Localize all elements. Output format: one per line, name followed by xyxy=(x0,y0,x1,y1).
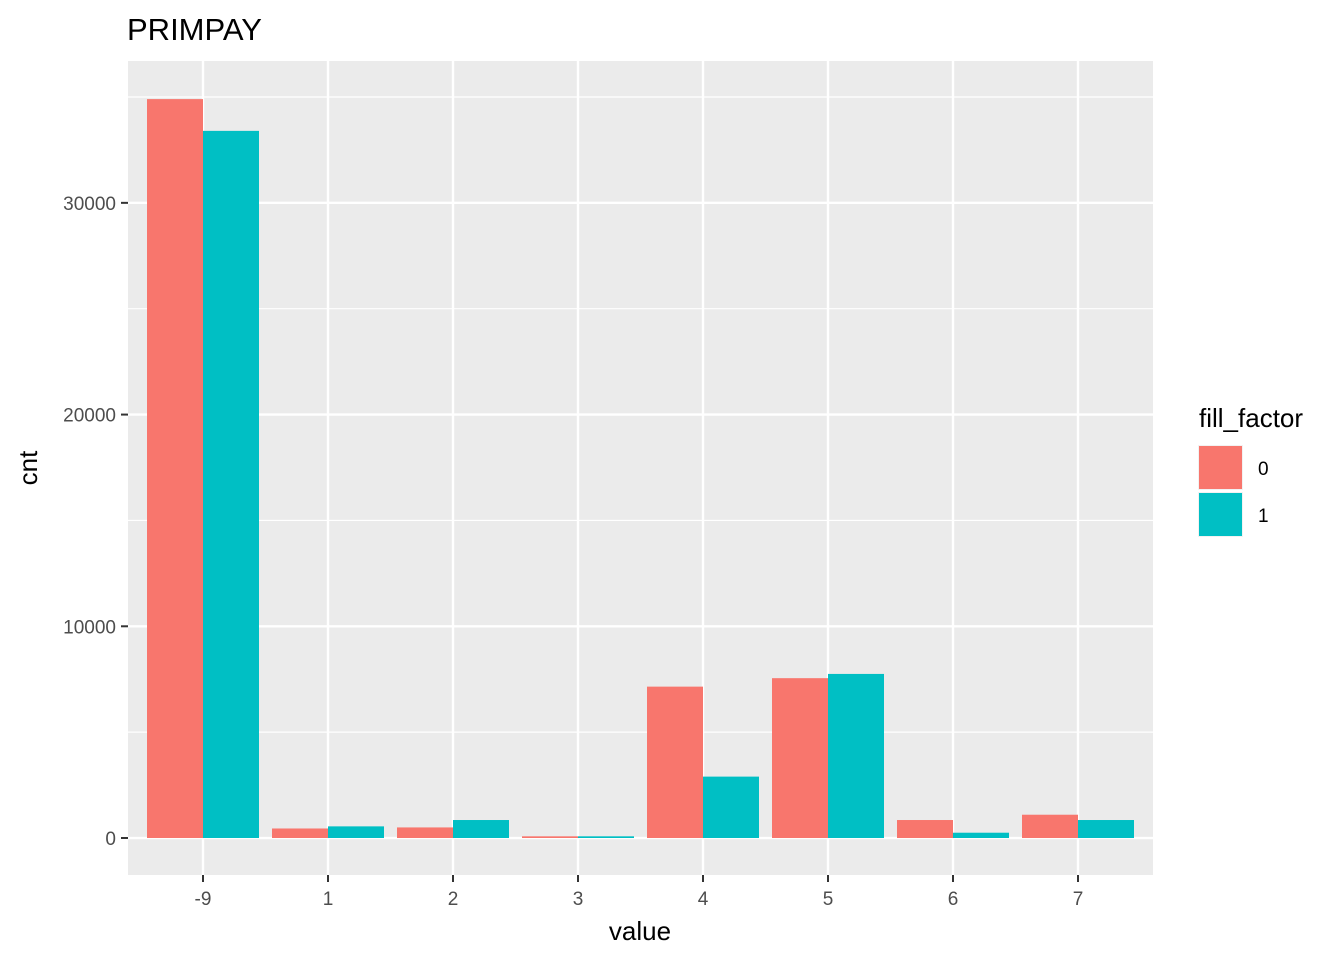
legend: fill_factor 0 1 xyxy=(1198,403,1303,537)
x-axis-title: value xyxy=(609,916,671,946)
x-tick-label: 7 xyxy=(1073,889,1084,910)
bar-series-1-6 xyxy=(953,832,1009,839)
x-tick-label: 6 xyxy=(948,889,959,910)
bar-series-1-7 xyxy=(1078,820,1134,839)
bars xyxy=(147,99,1134,839)
legend-label-0: 0 xyxy=(1258,459,1269,480)
bar-series-0-6 xyxy=(897,820,953,839)
y-tick-label: 0 xyxy=(105,829,116,850)
bar-series-1--9 xyxy=(203,130,259,839)
x-tick-label: 4 xyxy=(698,889,709,910)
bar-series-0-1 xyxy=(272,828,328,839)
bar-series-0-7 xyxy=(1022,814,1078,839)
bar-series-0-5 xyxy=(772,678,828,839)
bar-series-0-3 xyxy=(522,836,578,839)
y-tick-label: 30000 xyxy=(63,194,116,215)
bar-series-1-5 xyxy=(828,673,884,839)
y-tick-label: 20000 xyxy=(63,406,116,427)
y-tick-label: 10000 xyxy=(63,617,116,638)
plot-panel xyxy=(128,61,1153,875)
x-tick-label: 1 xyxy=(323,889,334,910)
bar-series-0-2 xyxy=(397,827,453,839)
x-tick-label: -9 xyxy=(195,889,212,910)
legend-label-1: 1 xyxy=(1258,506,1269,527)
minor-gridlines xyxy=(128,96,1153,733)
x-tick-label: 3 xyxy=(573,889,584,910)
x-tick-label: 2 xyxy=(448,889,459,910)
bar-series-1-3 xyxy=(578,836,634,839)
bar-series-1-4 xyxy=(703,776,759,839)
bar-series-0--9 xyxy=(147,99,203,839)
x-tick-label: 5 xyxy=(823,889,834,910)
chart-title: PRIMPAY xyxy=(127,12,262,47)
legend-swatch-1 xyxy=(1199,493,1242,536)
bar-series-0-4 xyxy=(647,686,703,839)
legend-swatch-0 xyxy=(1199,446,1242,489)
bar-series-1-1 xyxy=(328,826,384,839)
y-axis-ticks: 0 10000 20000 30000 xyxy=(63,194,128,850)
legend-title: fill_factor xyxy=(1199,403,1303,433)
x-axis-ticks: -9 1 2 3 4 5 6 7 xyxy=(195,875,1084,910)
y-axis-title: cnt xyxy=(13,450,43,485)
bar-series-1-2 xyxy=(453,820,509,839)
